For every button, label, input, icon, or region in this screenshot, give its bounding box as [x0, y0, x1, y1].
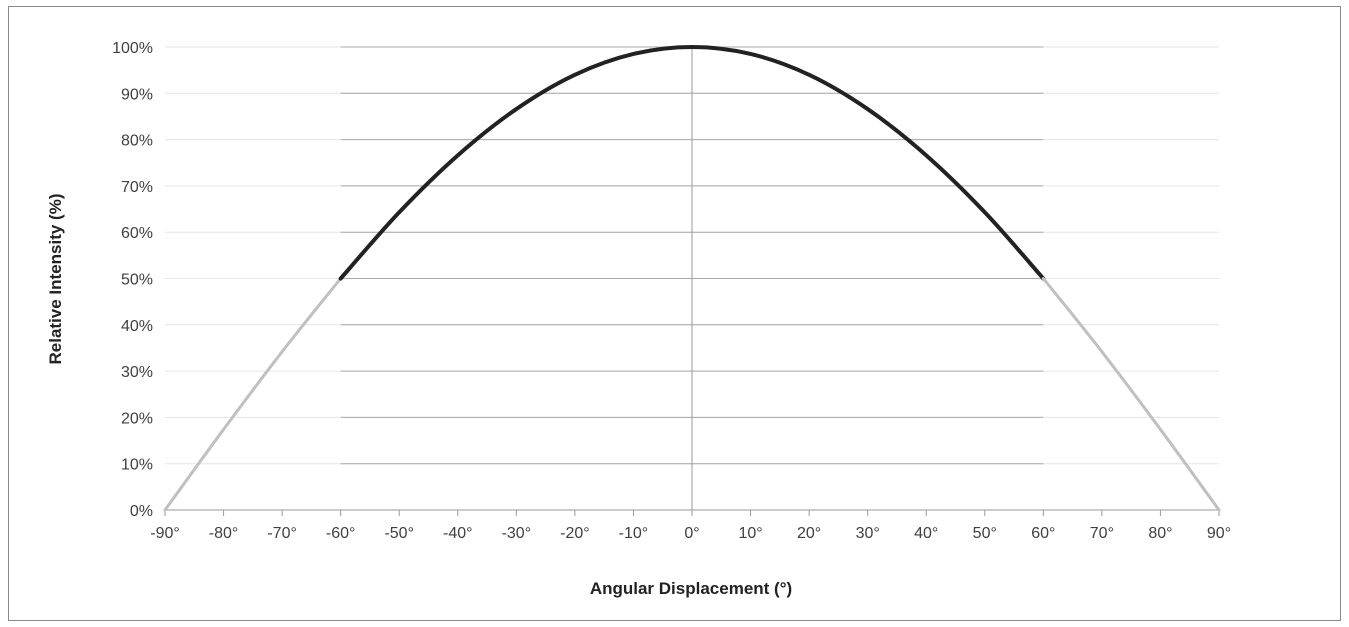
x-tick-label: -50° — [384, 525, 414, 542]
x-tick-label: 70° — [1090, 525, 1114, 542]
x-tick-label: 30° — [856, 525, 880, 542]
y-tick-label: 50% — [121, 272, 153, 289]
series-line-outer — [163, 277, 343, 512]
x-tick-label: -40° — [443, 525, 473, 542]
y-axis-title: Relative Intensity (%) — [46, 194, 65, 365]
x-tick-label: 50° — [973, 525, 997, 542]
x-tick-label: 80° — [1148, 525, 1172, 542]
series-lines — [163, 44, 1221, 512]
x-tick-label: -70° — [267, 525, 297, 542]
x-tick-label: 60° — [1031, 525, 1055, 542]
x-tick-labels: -90° -80° -70° -60° -50° -40° -30° -20° -10° 0° 10… — [150, 525, 1231, 542]
y-tick-labels: 0% 10% 20% 30% 40% 50% 60% 70% 80% 90% 100% — [112, 40, 153, 520]
line-chart: 0% 10% 20% 30% 40% 50% 60% 70% 80% 90% 100% -90° -8… — [46, 40, 1231, 598]
series-line-central — [338, 44, 1046, 281]
y-tick-label: 80% — [121, 133, 153, 150]
x-axis-title: Angular Displacement (°) — [590, 579, 792, 598]
y-tick-label: 70% — [121, 179, 153, 196]
x-tick-label: -60° — [326, 525, 356, 542]
x-tick-label: 40° — [914, 525, 938, 542]
x-tick-label: -90° — [150, 525, 180, 542]
x-tick-label: 20° — [797, 525, 821, 542]
y-tick-label: 40% — [121, 318, 153, 335]
y-tick-label: 0% — [130, 503, 153, 520]
x-tick-label: -20° — [560, 525, 590, 542]
x-tick-label: 90° — [1207, 525, 1231, 542]
x-tick-label: -80° — [209, 525, 239, 542]
y-tick-label: 90% — [121, 86, 153, 103]
series-line-outer — [1041, 277, 1221, 512]
axes — [164, 47, 1220, 516]
chart-frame: 0% 10% 20% 30% 40% 50% 60% 70% 80% 90% 100% -90° -8… — [8, 6, 1341, 621]
y-tick-label: 10% — [121, 457, 153, 474]
y-tick-label: 100% — [112, 40, 153, 57]
y-tick-label: 30% — [121, 364, 153, 381]
y-tick-label: 60% — [121, 225, 153, 242]
x-tick-label: -30° — [502, 525, 532, 542]
x-tick-label: 0° — [684, 525, 699, 542]
y-tick-label: 20% — [121, 410, 153, 427]
x-tick-label: 10° — [738, 525, 762, 542]
x-tick-label: -10° — [619, 525, 649, 542]
